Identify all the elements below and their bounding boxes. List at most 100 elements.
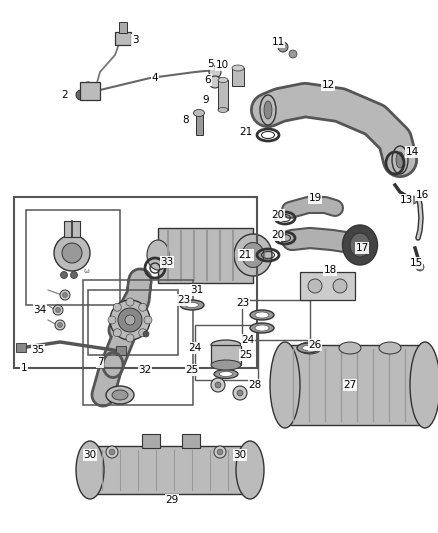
Text: 29: 29: [166, 495, 179, 505]
Text: 31: 31: [191, 285, 204, 295]
Bar: [26, 210, 120, 305]
Text: 8: 8: [183, 115, 189, 125]
Bar: [88, 290, 178, 355]
Ellipse shape: [333, 279, 347, 293]
Circle shape: [63, 293, 67, 297]
Text: 9: 9: [203, 95, 209, 105]
Ellipse shape: [232, 65, 244, 71]
Ellipse shape: [343, 225, 378, 265]
Bar: [80, 82, 100, 100]
Bar: [16, 343, 26, 352]
Text: ω: ω: [84, 268, 90, 274]
Bar: [90, 446, 250, 494]
Text: 1: 1: [21, 363, 27, 373]
Text: 30: 30: [233, 450, 247, 460]
Bar: [158, 228, 253, 283]
Bar: [211, 345, 241, 365]
Text: 19: 19: [308, 193, 321, 203]
Ellipse shape: [255, 312, 269, 318]
Ellipse shape: [250, 310, 274, 320]
Text: 20: 20: [272, 210, 285, 220]
Ellipse shape: [194, 109, 205, 117]
Circle shape: [289, 50, 297, 58]
Text: 23: 23: [177, 295, 191, 305]
Circle shape: [113, 303, 121, 311]
Ellipse shape: [211, 360, 241, 370]
Circle shape: [126, 298, 134, 306]
Circle shape: [60, 290, 70, 300]
Text: 17: 17: [355, 243, 369, 253]
Ellipse shape: [302, 345, 314, 351]
Ellipse shape: [308, 279, 322, 293]
Circle shape: [214, 446, 226, 458]
Ellipse shape: [392, 146, 408, 174]
Text: 24: 24: [241, 335, 254, 345]
Ellipse shape: [112, 390, 128, 400]
Ellipse shape: [211, 340, 241, 350]
Ellipse shape: [350, 233, 370, 257]
Circle shape: [106, 446, 118, 458]
Bar: [115, 32, 131, 45]
Circle shape: [139, 329, 147, 337]
Circle shape: [409, 196, 417, 204]
Text: 13: 13: [399, 195, 413, 205]
Ellipse shape: [180, 300, 204, 310]
Text: 23: 23: [237, 298, 250, 308]
Circle shape: [110, 300, 150, 340]
Text: 33: 33: [160, 257, 173, 267]
Bar: [14, 197, 257, 368]
Text: 15: 15: [410, 258, 423, 268]
Bar: [195, 325, 258, 380]
Circle shape: [237, 390, 243, 396]
Text: 2: 2: [62, 90, 68, 100]
Circle shape: [118, 308, 142, 332]
Circle shape: [144, 316, 152, 324]
Bar: [142, 434, 160, 448]
Ellipse shape: [219, 372, 233, 376]
Text: 22: 22: [240, 250, 254, 260]
Ellipse shape: [396, 152, 404, 168]
Circle shape: [109, 449, 115, 455]
Circle shape: [62, 243, 82, 263]
Ellipse shape: [106, 386, 134, 404]
Ellipse shape: [186, 303, 198, 308]
Bar: [196, 115, 203, 135]
Circle shape: [113, 329, 121, 337]
Bar: [218, 80, 228, 110]
Text: 20: 20: [272, 230, 285, 240]
Circle shape: [126, 334, 134, 342]
Circle shape: [416, 263, 424, 271]
Text: 12: 12: [321, 80, 335, 90]
Ellipse shape: [339, 342, 361, 354]
Ellipse shape: [250, 323, 274, 333]
Text: 18: 18: [323, 265, 337, 275]
Ellipse shape: [242, 243, 264, 268]
Circle shape: [143, 331, 149, 337]
Ellipse shape: [236, 441, 264, 499]
Ellipse shape: [410, 342, 438, 428]
Circle shape: [71, 271, 78, 279]
Ellipse shape: [379, 342, 401, 354]
Text: 4: 4: [152, 73, 158, 83]
Circle shape: [139, 303, 147, 311]
Circle shape: [209, 76, 221, 88]
Circle shape: [108, 316, 116, 324]
Circle shape: [278, 42, 288, 52]
Ellipse shape: [218, 108, 228, 112]
Text: 11: 11: [272, 37, 285, 47]
Text: 34: 34: [33, 305, 46, 315]
Ellipse shape: [260, 95, 276, 125]
Bar: [232, 68, 244, 86]
Bar: [285, 345, 425, 425]
Circle shape: [217, 449, 223, 455]
Text: 25: 25: [185, 365, 198, 375]
Ellipse shape: [299, 342, 321, 354]
Text: 10: 10: [215, 60, 229, 70]
Circle shape: [57, 322, 63, 327]
Bar: [300, 272, 355, 300]
Ellipse shape: [264, 101, 272, 119]
Text: 6: 6: [205, 75, 211, 85]
Circle shape: [56, 308, 60, 312]
Circle shape: [54, 235, 90, 271]
Text: 27: 27: [343, 380, 357, 390]
